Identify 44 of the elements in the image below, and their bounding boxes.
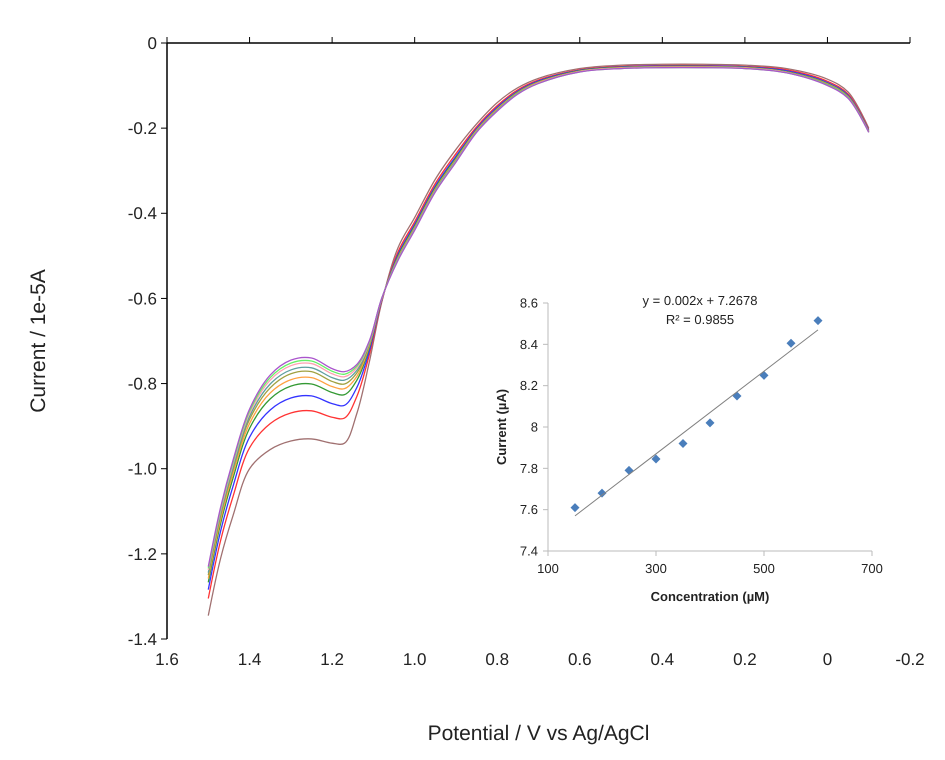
x-tick-label: -0.2 [895,650,925,669]
x-tick-label: 1.0 [402,650,426,669]
x-tick-label: 300 [645,561,667,576]
y-tick-label: 8.2 [520,378,538,394]
annotation: R² = 0.9855 [666,312,734,327]
x-tick-label: 700 [861,561,883,576]
point [732,392,742,400]
x-tick-label: 0.6 [568,650,592,669]
y-tick-label: -1.2 [128,544,157,564]
y-tick-label: -0.6 [128,289,157,308]
y-tick-label: 8 [530,420,538,435]
point [652,454,660,464]
x-axis-title: Concentration (µM) [650,589,770,604]
y-tick-label: 8.6 [520,296,538,311]
y-axis-title: Current / 1e-5A [27,269,50,413]
y-tick-label: 0 [148,34,157,53]
point [786,338,796,348]
x-tick-label: 1.6 [155,650,179,669]
point [678,439,688,448]
y-tick-label: -0.8 [128,374,157,394]
x-tick-label: 1.2 [320,650,344,669]
point [760,370,768,380]
point [814,316,822,326]
x-axis-title: Potential / V vs Ag/AgCl [428,722,650,745]
x-tick-label: 0 [822,650,832,669]
point [706,418,714,428]
annotation: y = 0.002x + 7.2678 [642,293,758,308]
x-tick-label: 100 [537,561,559,576]
y-tick-label: 7.6 [520,502,538,518]
point [570,503,580,512]
x-tick-label: 500 [753,561,775,576]
x-tick-label: 0.4 [650,650,674,669]
point [624,466,634,475]
y-tick-label: -1.4 [128,630,157,649]
y-tick-label: -0.4 [128,204,157,224]
y-tick-label: 7.8 [520,460,538,476]
y-tick-label: -0.2 [128,119,157,138]
x-tick-label: 0.2 [733,650,757,669]
y-axis-title: Current (µA) [494,388,509,466]
x-tick-label: 0.8 [485,650,510,669]
x-tick-label: 1.4 [238,650,262,669]
y-tick-label: 7.4 [520,544,538,559]
y-tick-label: -1.0 [128,460,157,479]
y-tick-label: 8.4 [520,336,538,352]
